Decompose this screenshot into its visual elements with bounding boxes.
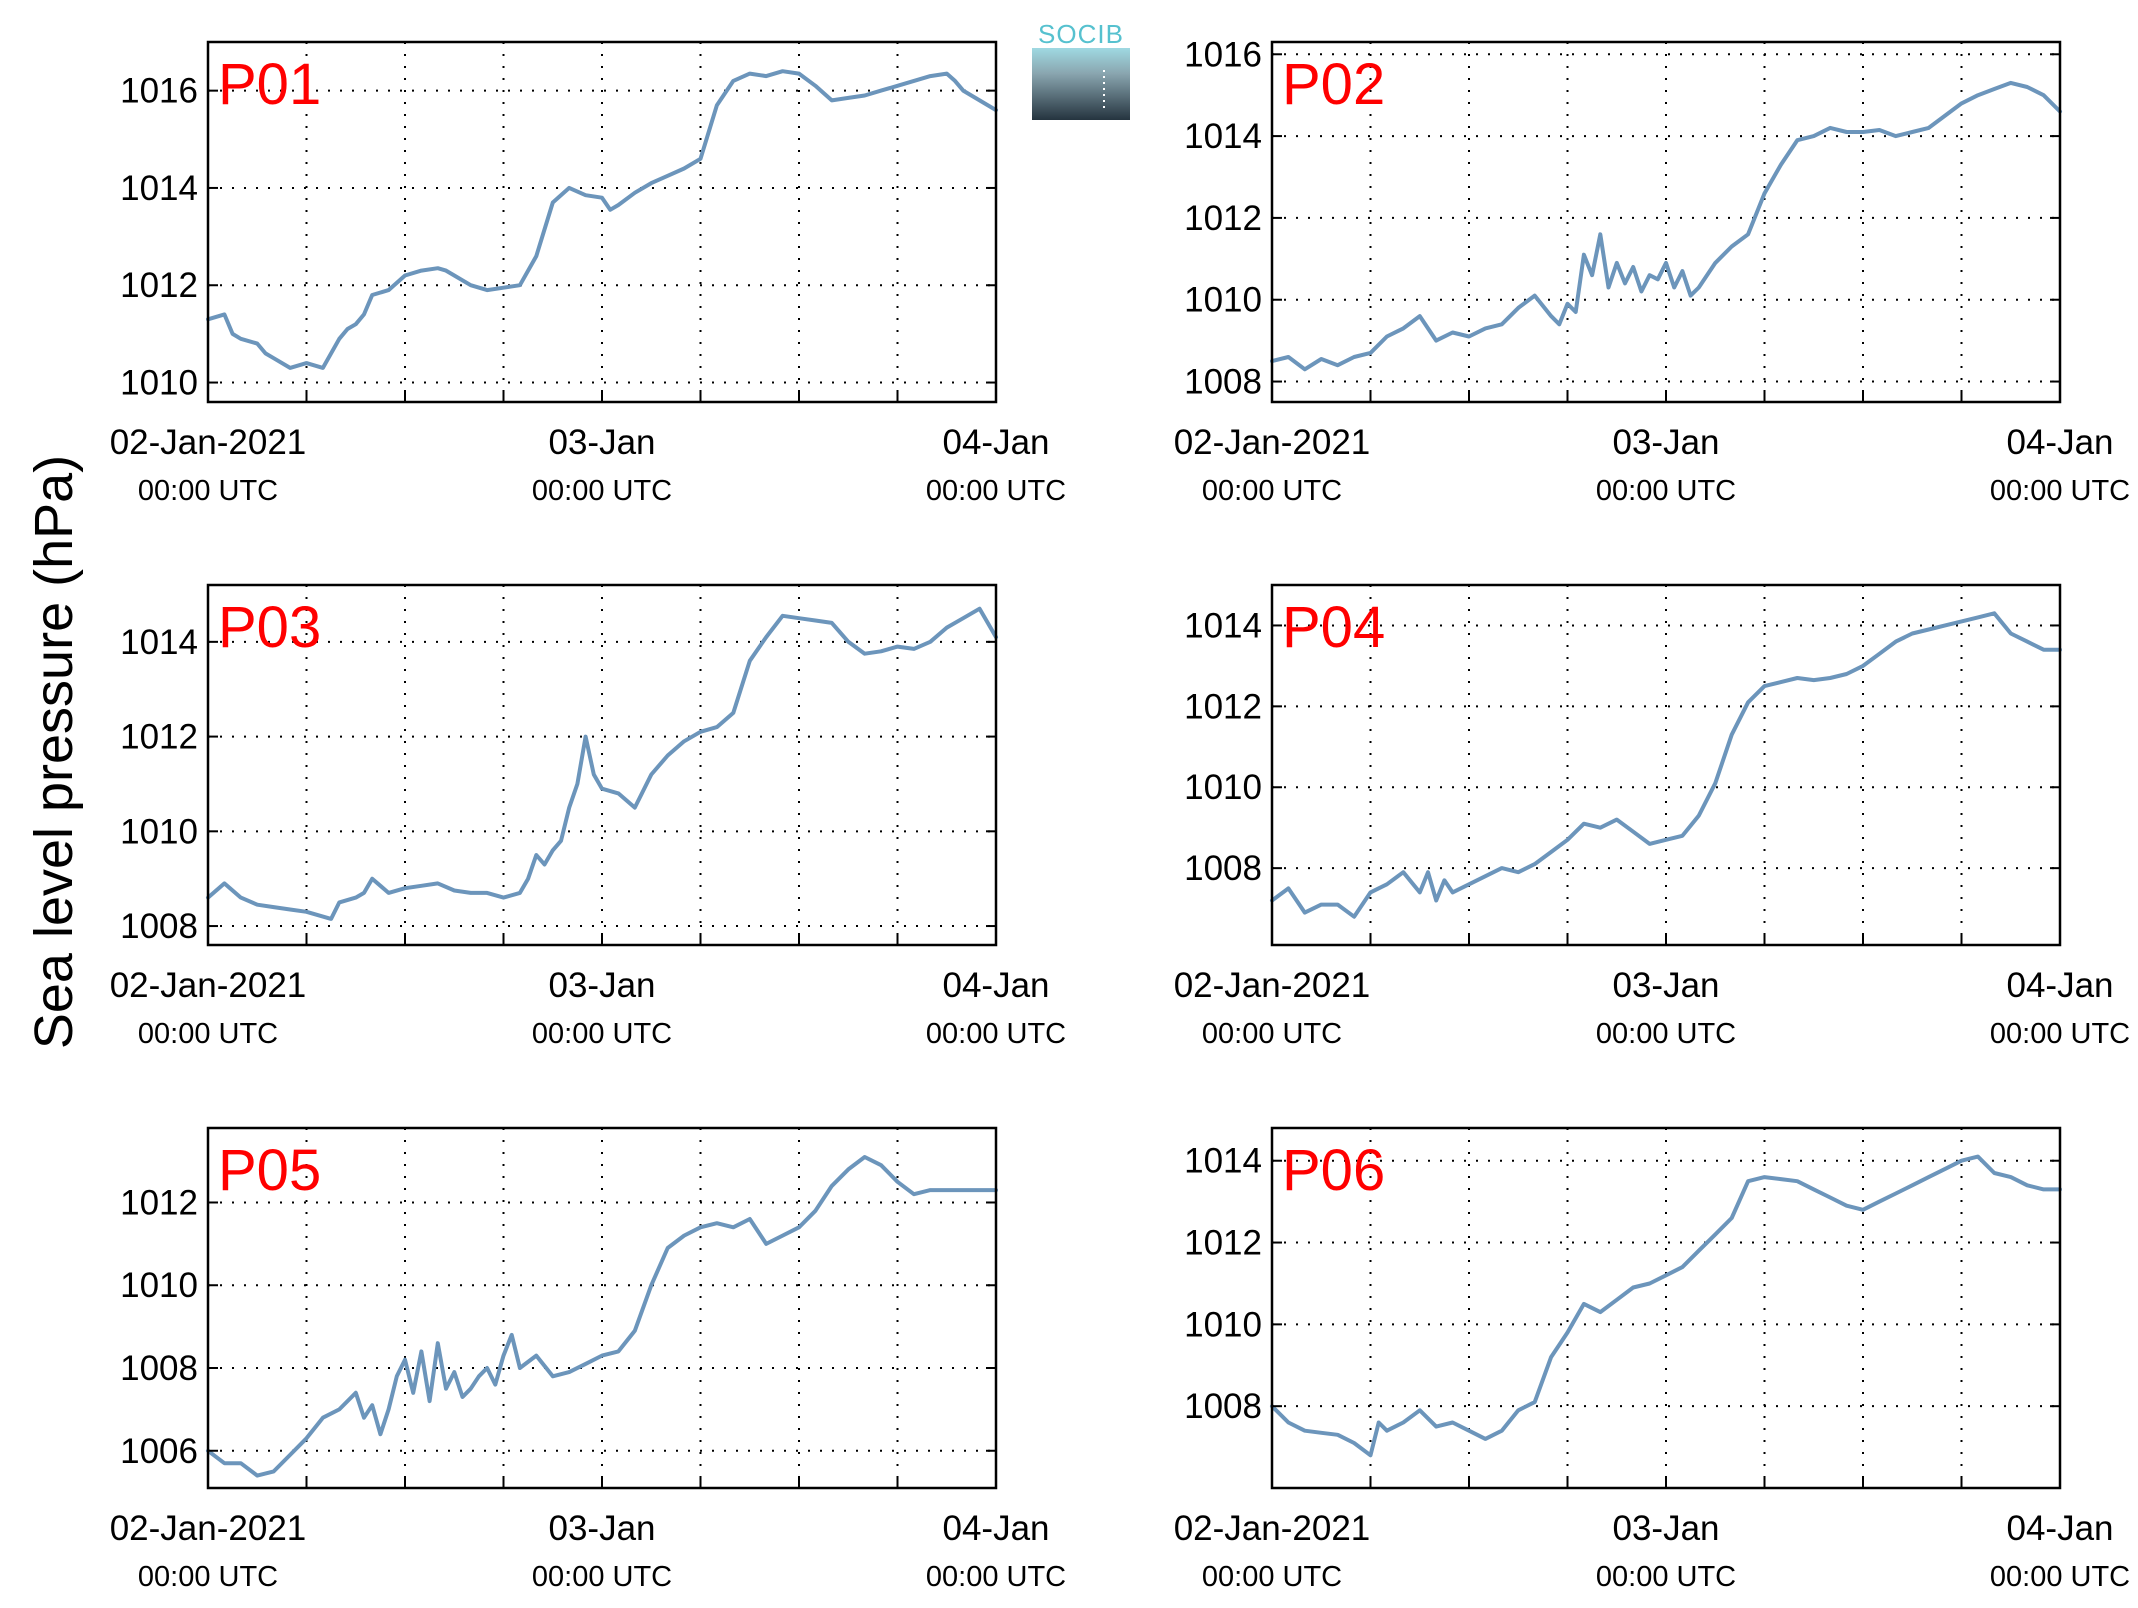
y-tick-label: 1012 [120, 266, 198, 305]
panels-container: 1010 1012 1014 1016 02-Jan-2021 00:00 UTC 03-J… [110, 35, 2130, 1593]
panel-p01: 1010 1012 1014 1016 02-Jan-2021 00:00 UTC 03-J… [110, 40, 1066, 507]
x-tick-date-label: 02-Jan-2021 [1174, 423, 1371, 462]
y-tick-label: 1008 [1184, 1387, 1262, 1426]
x-tick-time-label: 00:00 UTC [926, 475, 1066, 507]
y-tick-label: 1010 [120, 812, 198, 851]
x-tick-date-label: 03-Jan [1612, 1509, 1719, 1548]
y-tick-label: 1010 [120, 364, 198, 403]
x-tick-time-label: 00:00 UTC [1990, 475, 2130, 507]
y-tick-label: 1012 [120, 1183, 198, 1222]
series-line-p04 [1270, 611, 2062, 919]
x-tick-time-label: 00:00 UTC [138, 1561, 278, 1593]
series-line-p05 [206, 1155, 998, 1478]
x-tick-date-label: 04-Jan [942, 966, 1049, 1005]
y-tick-label: 1008 [120, 1349, 198, 1388]
y-tick-label: 1016 [1184, 35, 1262, 74]
y-tick-label: 1012 [1184, 199, 1262, 238]
x-tick-date-label: 03-Jan [1612, 423, 1719, 462]
y-tick-label: 1010 [120, 1266, 198, 1305]
y-tick-label: 1014 [120, 169, 198, 208]
x-tick-date-label: 04-Jan [2006, 1509, 2113, 1548]
y-tick-label: 1008 [1184, 363, 1262, 402]
panel-label-p04: P04 [1282, 595, 1385, 660]
panel-label-p03: P03 [218, 595, 321, 660]
y-tick-label: 1016 [120, 72, 198, 111]
x-tick-time-label: 00:00 UTC [532, 1018, 672, 1050]
x-tick-date-label: 03-Jan [548, 423, 655, 462]
panel-p04: 1008 1010 1012 1014 02-Jan-2021 00:00 UTC 03-J… [1174, 583, 2130, 1050]
x-tick-date-label: 04-Jan [2006, 966, 2113, 1005]
socib-logo: SOCIB [1032, 19, 1130, 120]
y-tick-label: 1006 [120, 1432, 198, 1471]
y-tick-label: 1014 [120, 623, 198, 662]
x-tick-date-label: 03-Jan [548, 966, 655, 1005]
logo-text: SOCIB [1038, 19, 1124, 49]
series-line-p06 [1270, 1154, 2062, 1458]
y-tick-label: 1010 [1184, 768, 1262, 807]
x-tick-time-label: 00:00 UTC [1202, 475, 1342, 507]
x-tick-date-label: 02-Jan-2021 [110, 423, 307, 462]
x-tick-date-label: 03-Jan [1612, 966, 1719, 1005]
logo-block [1032, 48, 1130, 120]
panel-p06: 1008 1010 1012 1014 02-Jan-2021 00:00 UTC 03-J… [1174, 1126, 2130, 1593]
panel-label-p06: P06 [1282, 1138, 1385, 1203]
x-tick-date-label: 04-Jan [942, 1509, 1049, 1548]
series-line-p02 [1270, 80, 2062, 372]
y-axis-label: Sea level pressure (hPa) [24, 455, 84, 1049]
series-line-p01 [206, 69, 998, 370]
x-tick-date-label: 04-Jan [942, 423, 1049, 462]
y-tick-label: 1014 [1184, 606, 1262, 645]
y-tick-label: 1010 [1184, 1305, 1262, 1344]
x-tick-time-label: 00:00 UTC [926, 1018, 1066, 1050]
y-tick-label: 1014 [1184, 1142, 1262, 1181]
x-tick-date-label: 02-Jan-2021 [110, 1509, 307, 1548]
panel-p02: 1008 1010 1012 1014 1016 02-Jan-2021 00:00 UTC… [1174, 35, 2130, 507]
x-tick-time-label: 00:00 UTC [926, 1561, 1066, 1593]
x-tick-date-label: 02-Jan-2021 [1174, 966, 1371, 1005]
x-tick-date-label: 03-Jan [548, 1509, 655, 1548]
x-tick-time-label: 00:00 UTC [1596, 1018, 1736, 1050]
panel-label-p05: P05 [218, 1138, 321, 1203]
x-tick-time-label: 00:00 UTC [1202, 1561, 1342, 1593]
panel-label-p02: P02 [1282, 52, 1385, 117]
x-tick-time-label: 00:00 UTC [1202, 1018, 1342, 1050]
series-line-p03 [206, 606, 998, 921]
y-tick-label: 1014 [1184, 117, 1262, 156]
x-tick-time-label: 00:00 UTC [138, 475, 278, 507]
y-tick-label: 1012 [1184, 687, 1262, 726]
y-tick-label: 1008 [1184, 849, 1262, 888]
x-tick-date-label: 04-Jan [2006, 423, 2113, 462]
x-tick-time-label: 00:00 UTC [532, 475, 672, 507]
y-tick-label: 1012 [120, 718, 198, 757]
x-tick-time-label: 00:00 UTC [532, 1561, 672, 1593]
x-tick-date-label: 02-Jan-2021 [1174, 1509, 1371, 1548]
panel-p03: 1008 1010 1012 1014 02-Jan-2021 00:00 UTC 03-J… [110, 583, 1066, 1050]
x-tick-time-label: 00:00 UTC [1596, 475, 1736, 507]
y-tick-label: 1010 [1184, 281, 1262, 320]
y-tick-label: 1008 [120, 907, 198, 946]
x-tick-time-label: 00:00 UTC [1990, 1561, 2130, 1593]
y-tick-label: 1012 [1184, 1224, 1262, 1263]
x-tick-date-label: 02-Jan-2021 [110, 966, 307, 1005]
panel-label-p01: P01 [218, 52, 321, 117]
x-tick-time-label: 00:00 UTC [1990, 1018, 2130, 1050]
x-tick-time-label: 00:00 UTC [1596, 1561, 1736, 1593]
x-tick-time-label: 00:00 UTC [138, 1018, 278, 1050]
panel-p05: 1006 1008 1010 1012 02-Jan-2021 00:00 UTC 03-J… [110, 1126, 1066, 1593]
